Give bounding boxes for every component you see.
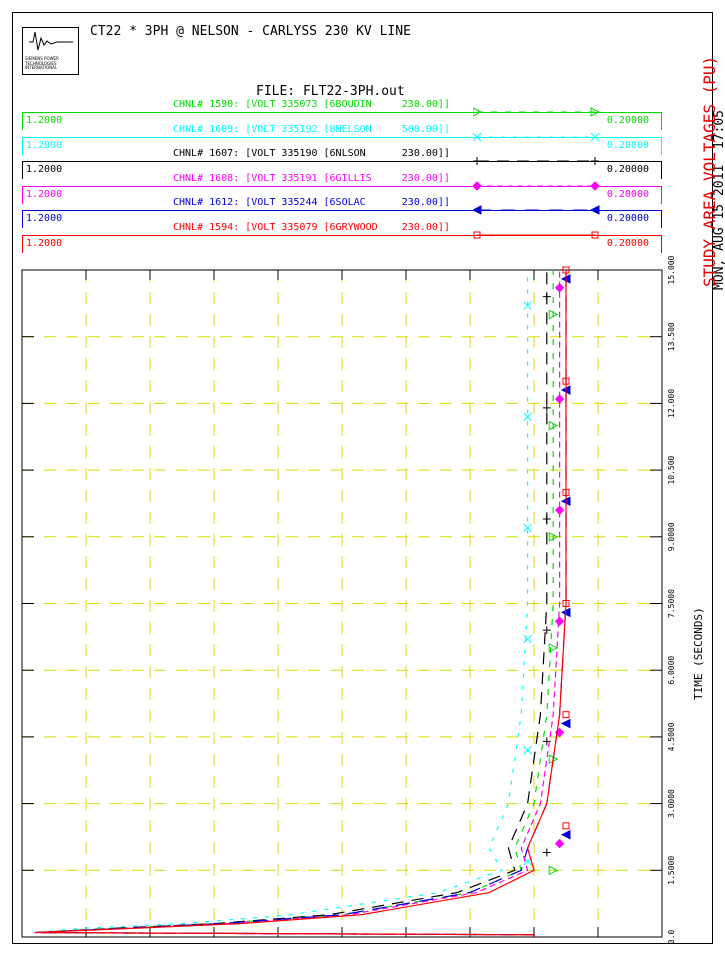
channel-max: 1.2000 bbox=[26, 115, 63, 126]
channel-min: 0.20000 bbox=[606, 237, 649, 249]
channel-min: 0.20000 bbox=[606, 115, 649, 126]
channel-1: CHNL# 1590: [VOLT 335073 [6BOUDIN 230.00… bbox=[22, 99, 662, 130]
channel-line-sample bbox=[473, 180, 600, 191]
company-logo: SIEMENS POWER TECHNOLOGIES INTERNATIONAL bbox=[22, 27, 79, 75]
channel-label: CHNL# 1594: [VOLT 335079 [6GRYWOOD 230.0… bbox=[173, 221, 450, 233]
channel-min: 0.20000 bbox=[606, 164, 649, 175]
channel-label: CHNL# 1608: [VOLT 335191 [6GILLIS 230.00… bbox=[173, 172, 450, 184]
channel-label: CHNL# 1590: [VOLT 335073 [6BOUDIN 230.00… bbox=[173, 99, 450, 110]
channel-line-sample bbox=[473, 205, 600, 215]
channel-min: 0.20000 bbox=[606, 139, 649, 151]
series-markers-2 bbox=[523, 301, 532, 866]
series-markers-6 bbox=[562, 266, 570, 830]
channel-line-sample bbox=[473, 157, 599, 165]
channel-label: CHNL# 1607: [VOLT 335190 [6NLSON 230.00]… bbox=[173, 148, 450, 159]
x-tick-label: 7.5000 bbox=[667, 589, 676, 618]
channel-max: 1.2000 bbox=[26, 237, 63, 249]
channel-max: 1.2000 bbox=[26, 213, 63, 224]
series-line-6 bbox=[34, 270, 567, 937]
channel-5: CHNL# 1612: [VOLT 335244 [6SOLAC 230.00]… bbox=[22, 197, 662, 228]
x-tick-label: 1.5000 bbox=[667, 856, 676, 885]
x-tick-label: 10.500 bbox=[667, 455, 676, 484]
channel-6: CHNL# 1594: [VOLT 335079 [6GRYWOOD 230.0… bbox=[22, 221, 662, 253]
channel-line-sample bbox=[473, 132, 600, 141]
logo-text: SIEMENS POWER TECHNOLOGIES INTERNATIONAL bbox=[25, 56, 59, 70]
page-frame bbox=[12, 12, 713, 944]
x-tick-label: 0.0 bbox=[667, 930, 676, 945]
series-markers-3 bbox=[542, 292, 551, 857]
channel-max: 1.2000 bbox=[26, 139, 63, 151]
channel-line-sample bbox=[473, 107, 601, 117]
x-tick-label: 3.0000 bbox=[667, 789, 676, 818]
channel-label: CHNL# 1612: [VOLT 335244 [6SOLAC 230.00]… bbox=[173, 197, 450, 208]
channel-2: CHNL# 1609: [VOLT 335192 [8NELSON 500.00… bbox=[22, 123, 662, 155]
x-tick-label: 6.0000 bbox=[667, 656, 676, 685]
x-tick-label: 15.000 bbox=[667, 255, 676, 284]
channel-min: 0.20000 bbox=[606, 213, 649, 224]
channel-3: CHNL# 1607: [VOLT 335190 [6NLSON 230.00]… bbox=[22, 148, 662, 179]
file-name: FILE: FLT22-3PH.out bbox=[256, 84, 405, 99]
page-title: CT22 * 3PH @ NELSON - CARLYSS 230 KV LIN… bbox=[90, 24, 411, 39]
x-tick-label: 13.500 bbox=[667, 322, 676, 351]
channel-max: 1.2000 bbox=[26, 188, 63, 200]
channel-min: 0.20000 bbox=[606, 188, 649, 200]
channel-4: CHNL# 1608: [VOLT 335191 [6GILLIS 230.00… bbox=[22, 172, 662, 204]
x-tick-label: 12.000 bbox=[667, 389, 676, 418]
channel-max: 1.2000 bbox=[26, 164, 63, 175]
channel-line-sample bbox=[473, 231, 599, 238]
channel-label: CHNL# 1609: [VOLT 335192 [8NELSON 500.00… bbox=[173, 123, 450, 135]
waveform-logo-icon bbox=[29, 31, 73, 51]
x-tick-label: 9.0000 bbox=[667, 522, 676, 551]
series-line-2 bbox=[34, 270, 535, 937]
x-tick-label: 4.5000 bbox=[667, 722, 676, 751]
